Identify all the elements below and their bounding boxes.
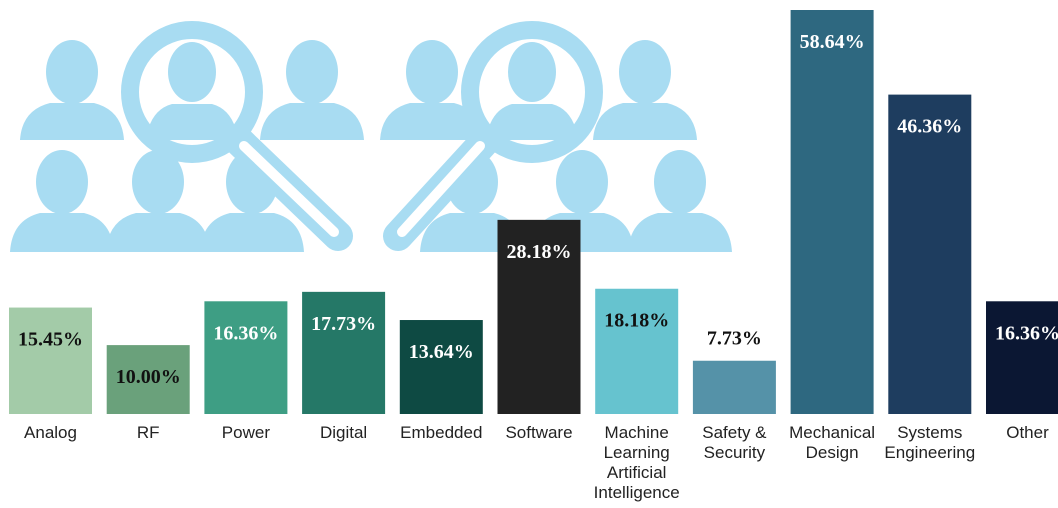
bar xyxy=(986,301,1058,414)
x-tick-label: RF xyxy=(136,423,160,442)
decor-people xyxy=(10,40,732,252)
bar xyxy=(302,291,386,414)
value-label: 10.00% xyxy=(116,366,181,388)
bar xyxy=(204,301,288,414)
x-tick-label: Analog xyxy=(24,423,77,442)
value-label: 16.36% xyxy=(995,322,1058,344)
bar xyxy=(9,307,92,414)
person xyxy=(260,40,364,140)
person xyxy=(380,40,484,140)
magnifier xyxy=(121,21,353,251)
value-label: 46.36% xyxy=(897,116,962,138)
x-tick-label: Power xyxy=(221,423,270,442)
x-tick-label: Mechanical Design xyxy=(789,423,876,462)
value-label: 18.18% xyxy=(604,310,669,332)
value-label: 15.45% xyxy=(18,329,83,351)
bar xyxy=(692,360,776,414)
x-tick-label: Systems Engineering xyxy=(884,423,976,462)
bar xyxy=(399,320,483,414)
value-label: 16.36% xyxy=(213,322,278,344)
bar xyxy=(790,10,874,414)
magnifier xyxy=(383,21,603,251)
bar xyxy=(888,94,972,415)
person xyxy=(628,150,732,252)
x-tick-label: Software xyxy=(505,423,573,442)
person xyxy=(106,150,210,252)
person xyxy=(593,40,697,140)
person xyxy=(10,150,114,252)
value-label: 13.64% xyxy=(409,341,474,363)
x-tick-label: Safety & Security xyxy=(702,423,767,462)
bar xyxy=(595,288,679,414)
x-tick-label: Machine Learning Artificial Intelligence xyxy=(593,423,680,502)
value-label: 28.18% xyxy=(507,241,572,263)
x-tick-label: Embedded xyxy=(400,423,483,442)
bar xyxy=(497,219,581,414)
value-label: 7.73% xyxy=(707,328,762,350)
x-tick-label: Digital xyxy=(319,423,368,442)
x-tick-label: Other xyxy=(1006,423,1049,442)
value-label: 17.73% xyxy=(311,313,376,335)
person xyxy=(20,40,124,140)
value-label: 58.64% xyxy=(800,31,865,53)
bar xyxy=(106,345,190,414)
